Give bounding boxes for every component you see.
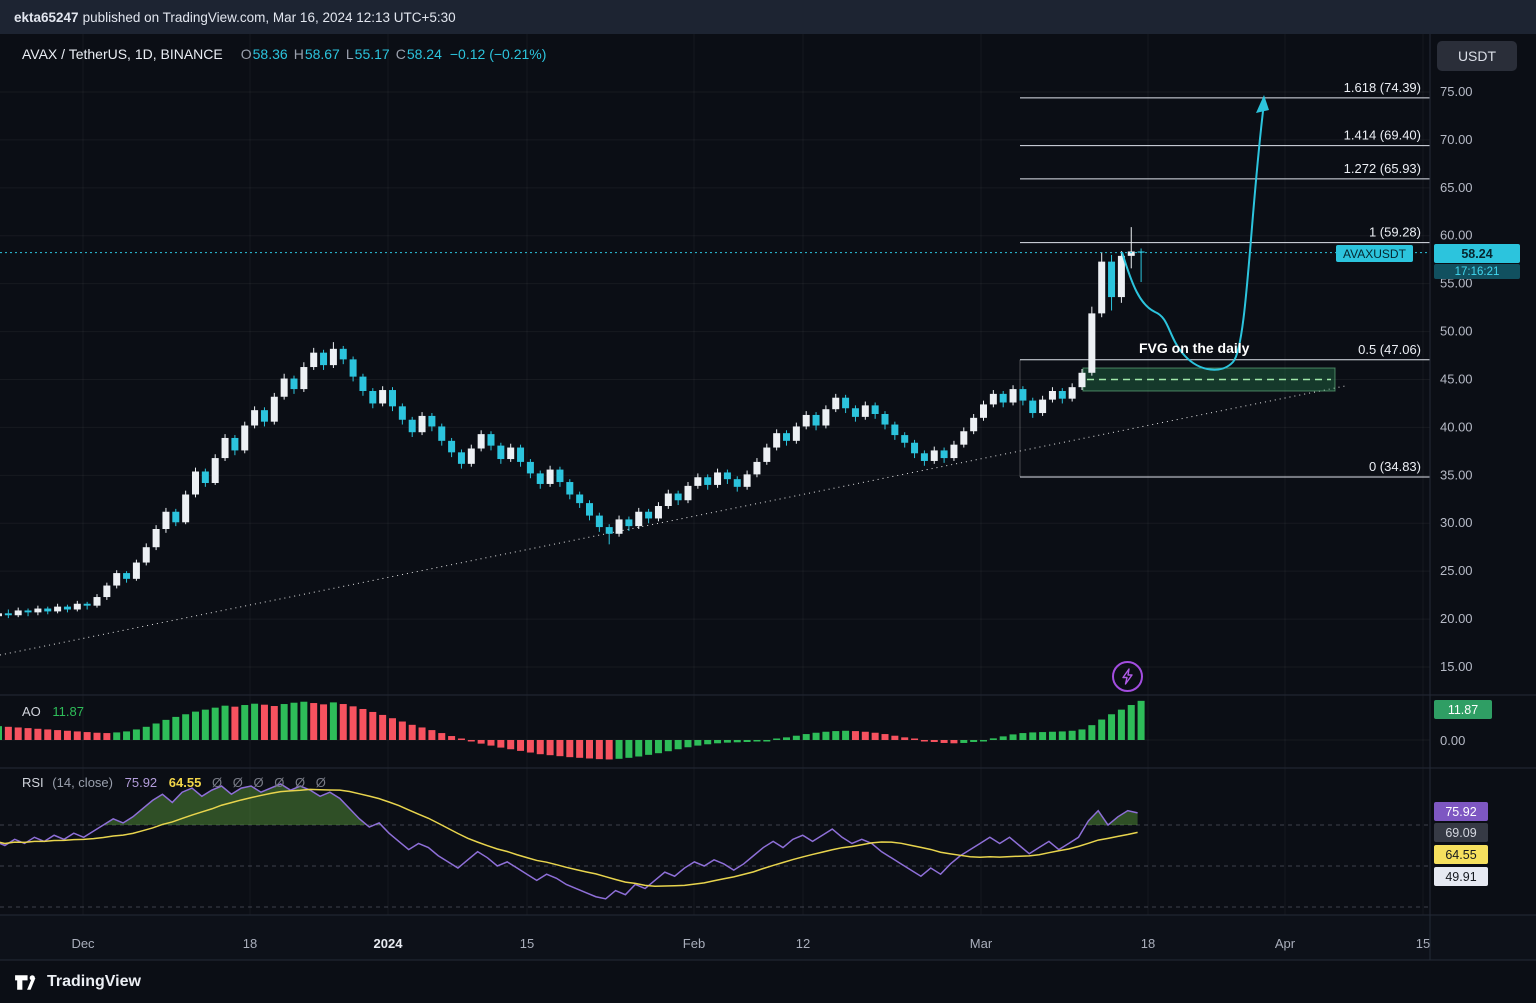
- svg-text:65.00: 65.00: [1440, 180, 1473, 195]
- svg-text:30.00: 30.00: [1440, 515, 1473, 530]
- svg-text:15: 15: [520, 936, 534, 951]
- tradingview-logo-icon: [15, 974, 36, 990]
- rsi-empty-slot-icon: Ø: [211, 775, 223, 790]
- svg-text:Feb: Feb: [683, 936, 705, 951]
- currency-toggle-button[interactable]: USDT: [1437, 41, 1517, 71]
- rsi-legend: RSI (14, close) 75.92 64.55 Ø Ø Ø Ø Ø Ø: [22, 775, 326, 790]
- publish-banner: ekta65247 published on TradingView.com, …: [0, 0, 1536, 34]
- svg-text:Apr: Apr: [1275, 936, 1296, 951]
- svg-text:18: 18: [243, 936, 257, 951]
- rsi-empty-slot-icon: Ø: [274, 775, 285, 790]
- rsi-value: 75.92: [124, 775, 158, 790]
- rsi-band-badge: 69.09: [1434, 823, 1488, 842]
- open-value: 58.36: [252, 46, 288, 62]
- rsi-ma-value: 64.55: [168, 775, 202, 790]
- fvg-annotation: FVG on the daily: [1139, 340, 1250, 356]
- svg-text:15.00: 15.00: [1440, 659, 1473, 674]
- chart-legend: AVAX / TetherUS, 1D, BINANCE O58.36 H58.67…: [22, 46, 546, 62]
- svg-text:40.00: 40.00: [1440, 419, 1473, 434]
- svg-text:60.00: 60.00: [1440, 228, 1473, 243]
- change-value: −0.12 (−0.21%): [449, 46, 547, 62]
- svg-text:18: 18: [1141, 936, 1155, 951]
- lightning-reaction-button[interactable]: [1112, 661, 1143, 692]
- svg-text:0.5 (47.06): 0.5 (47.06): [1358, 342, 1421, 357]
- footer-brand-text: TradingView: [47, 973, 141, 990]
- low-value: 55.17: [354, 46, 390, 62]
- ao-title: AO: [22, 704, 41, 719]
- open-label: O: [240, 46, 252, 62]
- publisher-username: ekta65247: [14, 9, 79, 25]
- lightning-icon: [1122, 668, 1133, 685]
- rsi-empty-slot-icon: Ø: [294, 775, 306, 790]
- svg-text:20.00: 20.00: [1440, 611, 1473, 626]
- ao-zero-label: 0.00: [1440, 733, 1466, 748]
- rsi-empty-slot-icon: Ø: [253, 775, 264, 790]
- svg-text:50.00: 50.00: [1440, 324, 1473, 339]
- svg-text:70.00: 70.00: [1440, 132, 1473, 147]
- ao-value: 11.87: [52, 704, 84, 719]
- footer-brand: TradingView: [0, 961, 1536, 1003]
- svg-text:Dec: Dec: [71, 936, 95, 951]
- svg-text:1.414 (69.40): 1.414 (69.40): [1344, 128, 1421, 143]
- svg-text:1.272 (65.93): 1.272 (65.93): [1344, 161, 1421, 176]
- close-label: C: [395, 46, 406, 62]
- rsi-mid-badge: 49.91: [1434, 867, 1488, 886]
- last-price-badge: 58.24: [1434, 244, 1520, 263]
- svg-text:12: 12: [796, 936, 810, 951]
- publish-info-text: published on TradingView.com, Mar 16, 20…: [82, 9, 456, 25]
- rsi-empty-slot-icon: Ø: [315, 775, 326, 790]
- symbol-price-tag: AVAXUSDT: [1336, 245, 1413, 262]
- rsi-ma-badge: 64.55: [1434, 845, 1488, 864]
- svg-text:55.00: 55.00: [1440, 276, 1473, 291]
- svg-text:2024: 2024: [374, 936, 404, 951]
- high-value: 58.67: [304, 46, 340, 62]
- candle-countdown-badge: 17:16:21: [1434, 264, 1520, 279]
- ao-legend: AO 11.87: [22, 704, 84, 719]
- symbol-title: AVAX / TetherUS, 1D, BINANCE: [22, 46, 223, 62]
- rsi-params: (14, close): [52, 775, 113, 790]
- rsi-value-badge: 75.92: [1434, 802, 1488, 821]
- ao-value-badge: 11.87: [1434, 700, 1492, 719]
- svg-text:1 (59.28): 1 (59.28): [1369, 225, 1421, 240]
- svg-text:1.618 (74.39): 1.618 (74.39): [1344, 80, 1421, 95]
- svg-text:45.00: 45.00: [1440, 371, 1473, 386]
- svg-text:75.00: 75.00: [1440, 84, 1473, 99]
- low-label: L: [345, 46, 354, 62]
- svg-text:35.00: 35.00: [1440, 467, 1473, 482]
- svg-text:Mar: Mar: [970, 936, 993, 951]
- rsi-title: RSI: [22, 775, 44, 790]
- svg-text:25.00: 25.00: [1440, 563, 1473, 578]
- close-value: 58.24: [406, 46, 442, 62]
- rsi-empty-slot-icon: Ø: [232, 775, 243, 790]
- high-label: H: [293, 46, 304, 62]
- svg-text:0 (34.83): 0 (34.83): [1369, 459, 1421, 474]
- svg-text:15: 15: [1416, 936, 1430, 951]
